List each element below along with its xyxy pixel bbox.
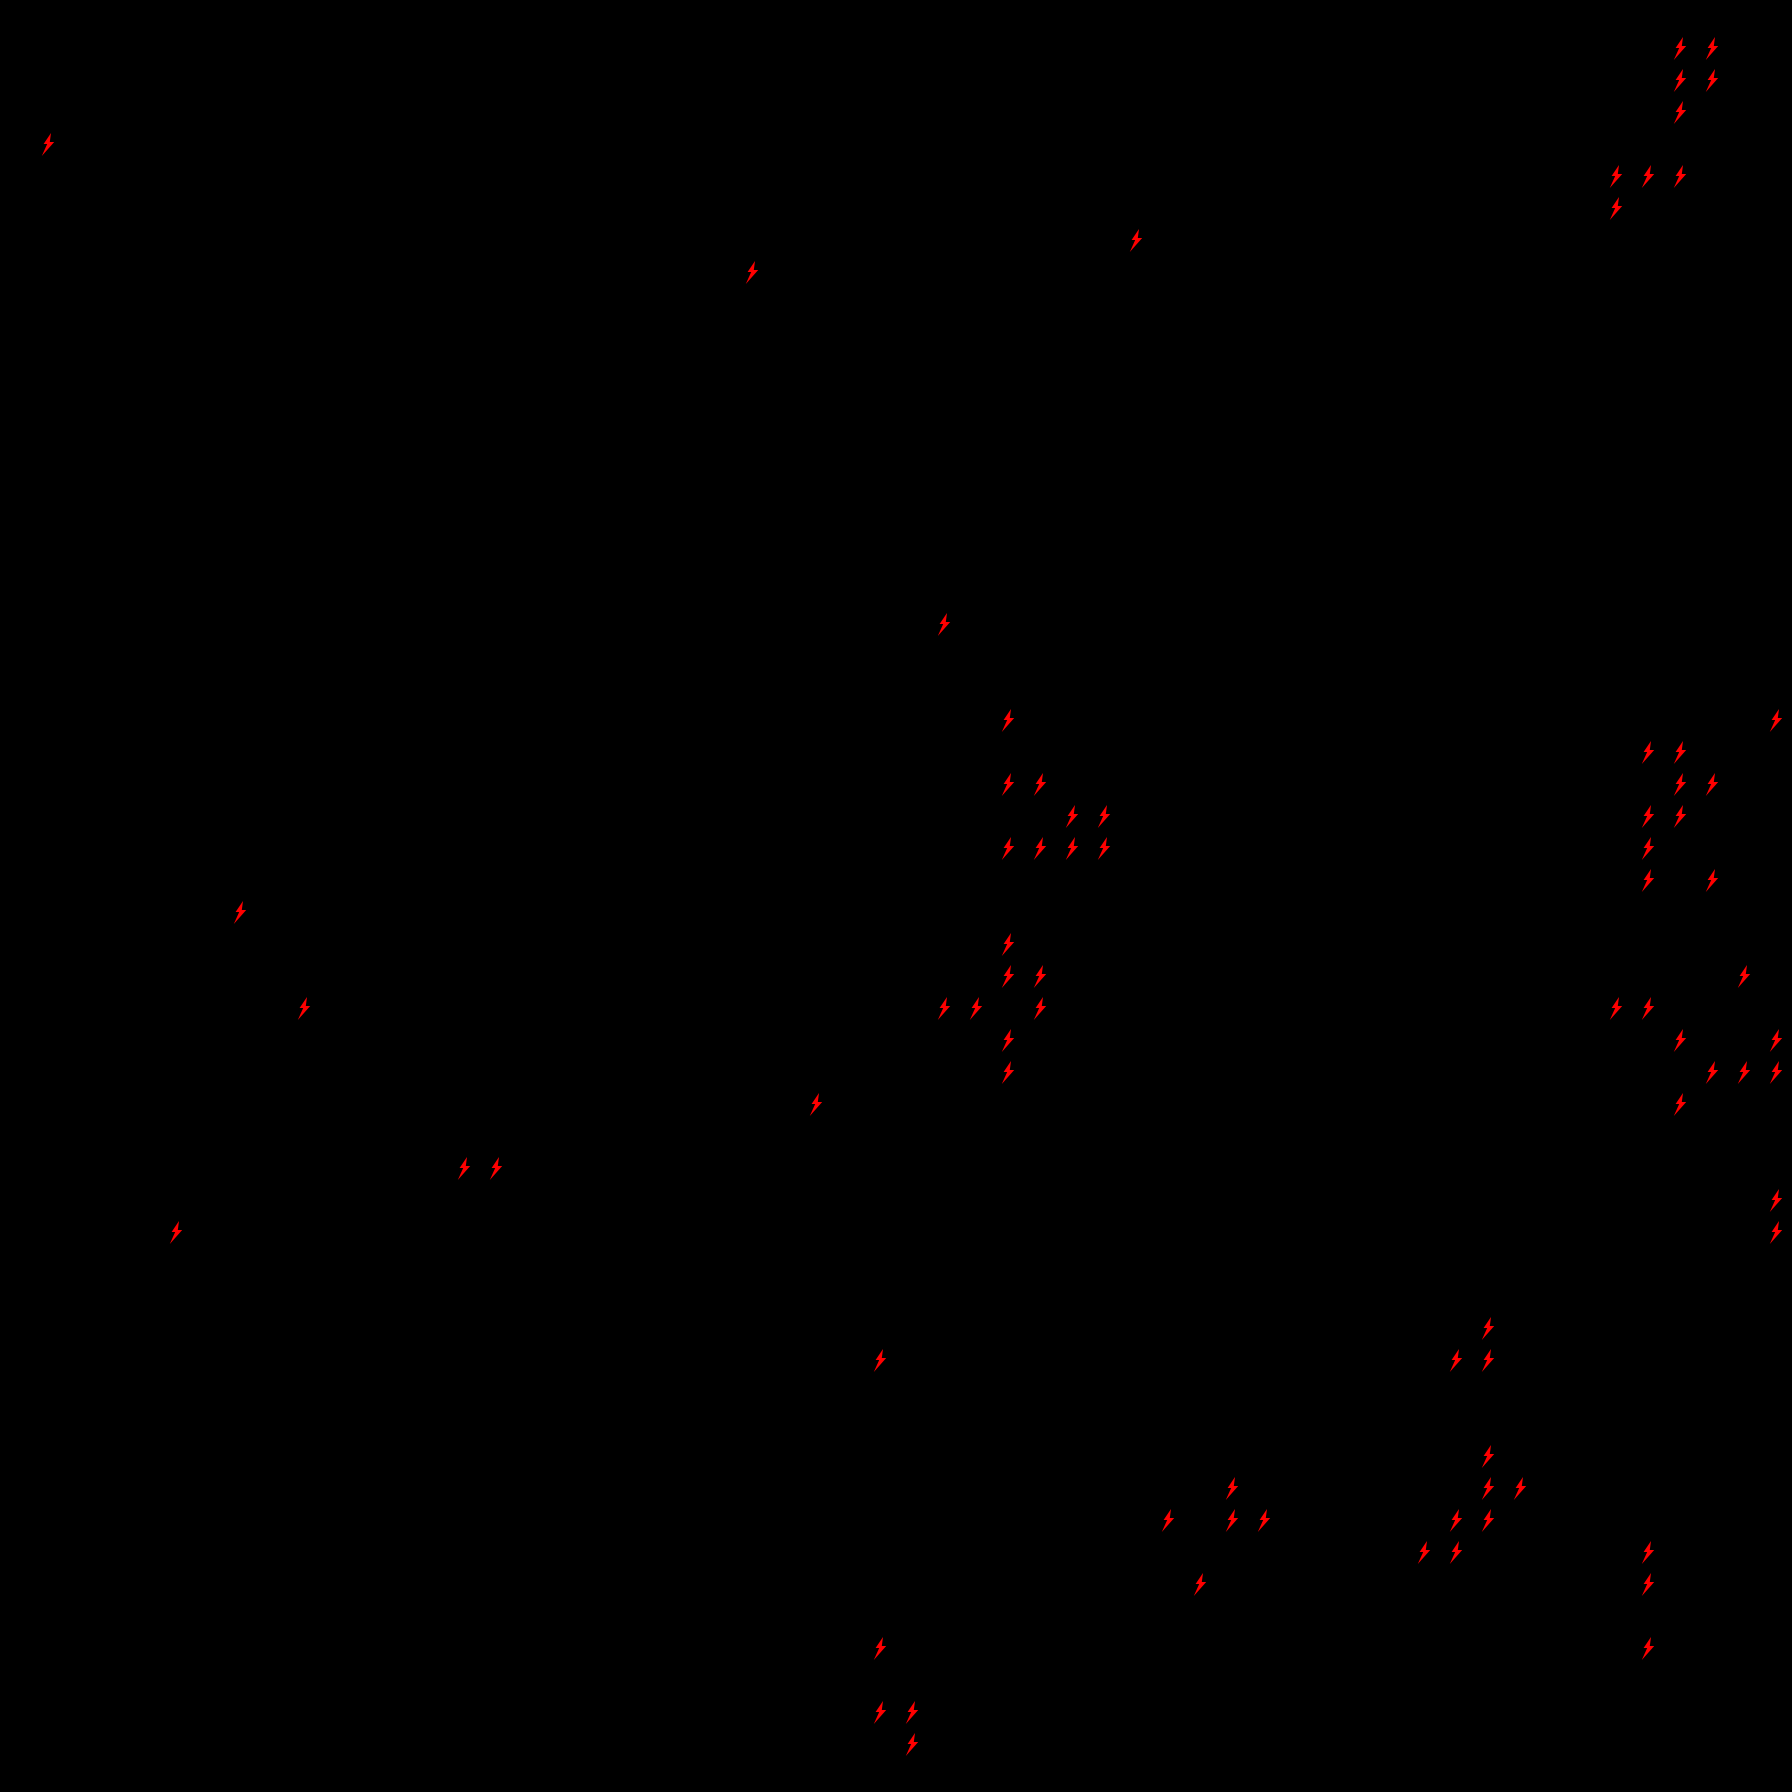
- lightning-bolt-icon[interactable]: [1673, 804, 1688, 828]
- lightning-bolt-icon[interactable]: [233, 900, 248, 924]
- lightning-bolt-icon[interactable]: [1673, 164, 1688, 188]
- lightning-bolt-icon[interactable]: [1257, 1508, 1272, 1532]
- lightning-bolt-icon[interactable]: [1769, 1188, 1784, 1212]
- lightning-bolt-icon[interactable]: [1001, 1028, 1016, 1052]
- lightning-bolt-icon[interactable]: [1641, 868, 1656, 892]
- lightning-bolt-icon[interactable]: [1641, 740, 1656, 764]
- lightning-bolt-icon[interactable]: [1129, 228, 1144, 252]
- lightning-bolt-icon[interactable]: [1769, 1028, 1784, 1052]
- lightning-bolt-icon[interactable]: [1033, 964, 1048, 988]
- lightning-bolt-icon[interactable]: [1449, 1348, 1464, 1372]
- lightning-bolt-icon[interactable]: [1065, 804, 1080, 828]
- lightning-bolt-icon[interactable]: [1609, 196, 1624, 220]
- lightning-bolt-icon[interactable]: [1609, 996, 1624, 1020]
- lightning-bolt-icon[interactable]: [1769, 1060, 1784, 1084]
- lightning-bolt-icon[interactable]: [1609, 164, 1624, 188]
- lightning-bolt-icon[interactable]: [809, 1092, 824, 1116]
- lightning-bolt-icon[interactable]: [1673, 100, 1688, 124]
- lightning-bolt-icon[interactable]: [1033, 836, 1048, 860]
- lightning-bolt-icon[interactable]: [1641, 836, 1656, 860]
- lightning-bolt-icon[interactable]: [905, 1732, 920, 1756]
- lightning-bolt-icon[interactable]: [1673, 68, 1688, 92]
- lightning-bolt-icon[interactable]: [1737, 964, 1752, 988]
- lightning-bolt-icon[interactable]: [1769, 1220, 1784, 1244]
- lightning-bolt-icon[interactable]: [937, 612, 952, 636]
- lightning-bolt-icon[interactable]: [1769, 708, 1784, 732]
- lightning-bolt-icon[interactable]: [1001, 964, 1016, 988]
- lightning-bolt-icon[interactable]: [873, 1348, 888, 1372]
- lightning-bolt-icon[interactable]: [1641, 1572, 1656, 1596]
- lightning-bolt-icon[interactable]: [1481, 1508, 1496, 1532]
- lightning-bolt-icon[interactable]: [1225, 1476, 1240, 1500]
- lightning-bolt-icon[interactable]: [1641, 164, 1656, 188]
- lightning-bolt-icon[interactable]: [1033, 996, 1048, 1020]
- lightning-bolt-icon[interactable]: [1001, 1060, 1016, 1084]
- lightning-bolt-icon[interactable]: [1705, 36, 1720, 60]
- lightning-bolt-icon[interactable]: [1673, 740, 1688, 764]
- lightning-bolt-icon[interactable]: [1193, 1572, 1208, 1596]
- lightning-bolt-icon[interactable]: [1449, 1540, 1464, 1564]
- lightning-bolt-icon[interactable]: [1097, 804, 1112, 828]
- lightning-bolt-icon[interactable]: [873, 1700, 888, 1724]
- lightning-bolt-icon[interactable]: [905, 1700, 920, 1724]
- lightning-bolt-icon[interactable]: [1705, 772, 1720, 796]
- lightning-bolt-icon[interactable]: [1641, 996, 1656, 1020]
- lightning-bolt-icon[interactable]: [1449, 1508, 1464, 1532]
- lightning-bolt-icon[interactable]: [41, 132, 56, 156]
- lightning-bolt-icon[interactable]: [1641, 804, 1656, 828]
- lightning-bolt-icon[interactable]: [745, 260, 760, 284]
- lightning-bolt-icon[interactable]: [489, 1156, 504, 1180]
- lightning-bolt-icon[interactable]: [1673, 36, 1688, 60]
- lightning-bolt-icon[interactable]: [1705, 1060, 1720, 1084]
- lightning-bolt-icon[interactable]: [1065, 836, 1080, 860]
- lightning-bolt-icon[interactable]: [1481, 1476, 1496, 1500]
- lightning-bolt-icon[interactable]: [1641, 1636, 1656, 1660]
- lightning-bolt-icon[interactable]: [873, 1636, 888, 1660]
- lightning-bolt-icon[interactable]: [1641, 1540, 1656, 1564]
- lightning-bolt-icon[interactable]: [1033, 772, 1048, 796]
- lightning-bolt-icon[interactable]: [1513, 1476, 1528, 1500]
- lightning-bolt-icon[interactable]: [1673, 1028, 1688, 1052]
- lightning-bolt-icon[interactable]: [1001, 836, 1016, 860]
- lightning-bolt-icon[interactable]: [297, 996, 312, 1020]
- lightning-bolt-icon[interactable]: [1001, 772, 1016, 796]
- lightning-bolt-icon[interactable]: [1097, 836, 1112, 860]
- lightning-bolt-icon[interactable]: [1481, 1444, 1496, 1468]
- lightning-bolt-icon[interactable]: [1417, 1540, 1432, 1564]
- lightning-bolt-icon[interactable]: [457, 1156, 472, 1180]
- lightning-bolt-icon[interactable]: [1673, 772, 1688, 796]
- lightning-bolt-icon[interactable]: [169, 1220, 184, 1244]
- lightning-bolt-icon[interactable]: [1705, 868, 1720, 892]
- lightning-bolt-icon[interactable]: [1001, 708, 1016, 732]
- lightning-bolt-icon[interactable]: [1705, 68, 1720, 92]
- lightning-bolt-icon[interactable]: [1481, 1348, 1496, 1372]
- lightning-bolt-icon[interactable]: [1737, 1060, 1752, 1084]
- lightning-bolt-icon[interactable]: [1481, 1316, 1496, 1340]
- lightning-bolt-icon[interactable]: [1673, 1092, 1688, 1116]
- lightning-bolt-icon[interactable]: [1225, 1508, 1240, 1532]
- lightning-bolt-icon[interactable]: [969, 996, 984, 1020]
- lightning-bolt-icon[interactable]: [1001, 932, 1016, 956]
- lightning-bolt-icon[interactable]: [937, 996, 952, 1020]
- lightning-bolt-icon[interactable]: [1161, 1508, 1176, 1532]
